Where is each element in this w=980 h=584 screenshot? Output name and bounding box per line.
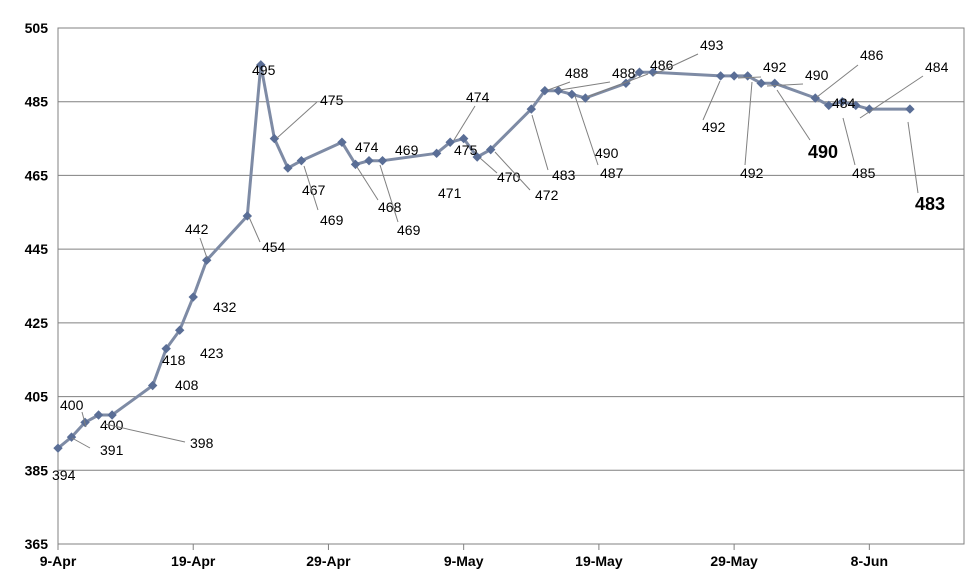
data-label: 469: [395, 142, 419, 158]
data-label: 471: [438, 185, 462, 201]
data-label: 490: [805, 67, 829, 83]
data-label: 394: [52, 467, 76, 483]
data-label: 468: [378, 199, 402, 215]
x-tick-label: 19-Apr: [171, 553, 216, 569]
x-tick-label: 29-Apr: [306, 553, 351, 569]
data-label: 469: [320, 212, 344, 228]
data-label: 474: [355, 139, 379, 155]
data-label: 398: [190, 435, 214, 451]
data-label: 486: [860, 47, 884, 63]
data-label: 474: [466, 89, 490, 105]
line-chart: 365 385 405 425 445 465 485 505 9-Apr 19-Apr 29-Ap…: [0, 0, 980, 584]
data-label: 490: [595, 145, 619, 161]
data-label: 484: [832, 95, 856, 111]
data-label: 488: [612, 65, 636, 81]
y-tick-label: 385: [25, 462, 49, 478]
data-label: 442: [185, 221, 209, 237]
data-label: 492: [740, 165, 764, 181]
data-label: 495: [252, 62, 276, 78]
data-label: 488: [565, 65, 589, 81]
data-label: 432: [213, 299, 237, 315]
y-tick-label: 485: [25, 94, 49, 110]
data-label: 423: [200, 345, 224, 361]
y-tick-label: 365: [25, 536, 49, 552]
x-tick-label: 9-Apr: [40, 553, 77, 569]
data-label: 475: [320, 92, 344, 108]
y-tick-label: 405: [25, 389, 49, 405]
data-label: 490: [808, 142, 838, 162]
data-label: 485: [852, 165, 876, 181]
data-label: 487: [600, 165, 624, 181]
data-label: 408: [175, 377, 199, 393]
data-label: 493: [700, 37, 724, 53]
y-tick-label: 445: [25, 241, 49, 257]
data-label: 469: [397, 222, 421, 238]
data-label: 483: [552, 167, 576, 183]
data-label: 418: [162, 352, 186, 368]
data-label: 475: [454, 142, 478, 158]
data-label: 492: [702, 119, 726, 135]
data-label: 400: [60, 397, 84, 413]
data-label: 400: [100, 417, 124, 433]
y-tick-label: 505: [25, 20, 49, 36]
data-label: 483: [915, 194, 945, 214]
x-tick-label: 29-May: [710, 553, 758, 569]
x-tick-label: 9-May: [444, 553, 484, 569]
data-label: 484: [925, 59, 949, 75]
y-tick-label: 465: [25, 167, 49, 183]
data-label: 492: [763, 59, 787, 75]
data-label: 470: [497, 169, 521, 185]
data-label: 391: [100, 442, 124, 458]
x-tick-label: 19-May: [575, 553, 623, 569]
data-label: 472: [535, 187, 559, 203]
y-tick-label: 425: [25, 315, 49, 331]
data-label: 454: [262, 239, 286, 255]
x-tick-label: 8-Jun: [851, 553, 888, 569]
